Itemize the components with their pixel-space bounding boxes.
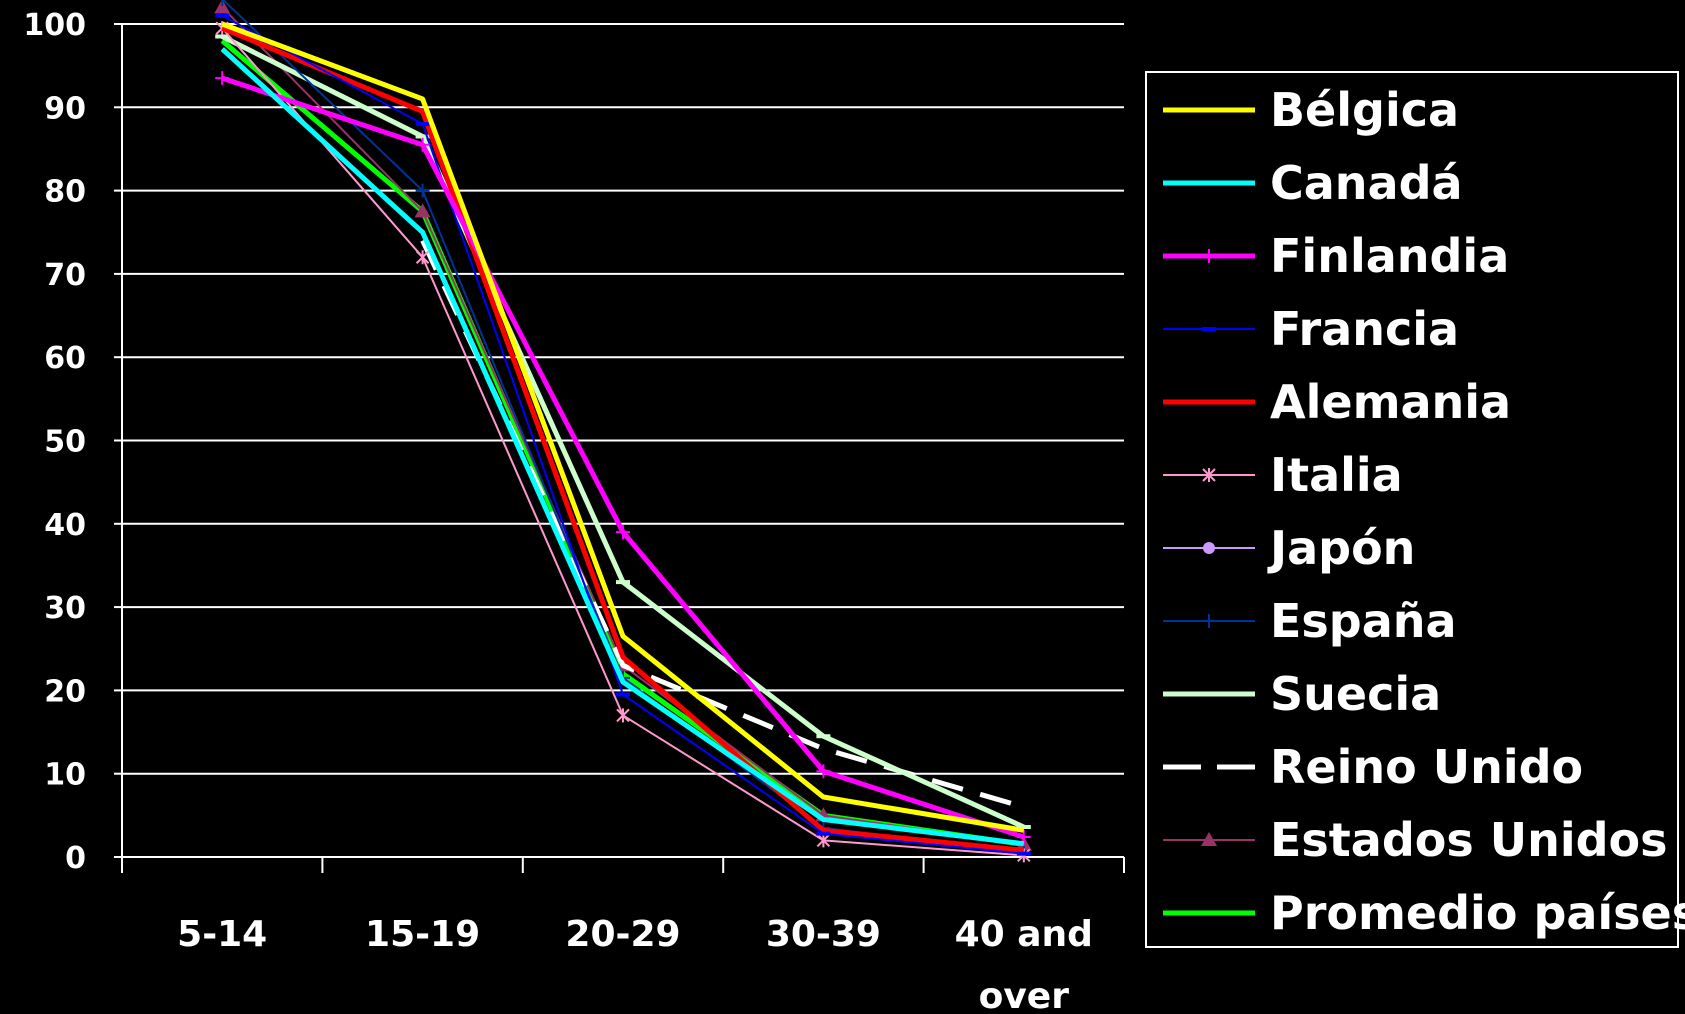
axes: 0 10 20 30 40 50 60 70 80 90 100 5-14 15-19 20-29 30-3… bbox=[23, 8, 1125, 1014]
y-tick-label: 60 bbox=[44, 341, 86, 376]
data-point-suecia bbox=[215, 34, 230, 39]
x-tick-label: 40 and over bbox=[955, 914, 1093, 1014]
legend-item-suecia: Suecia bbox=[1163, 667, 1441, 721]
data-point-finlandia bbox=[215, 71, 230, 86]
data-point-francia bbox=[215, 13, 230, 18]
legend-marker bbox=[1203, 542, 1215, 554]
legend-label: Bélgica bbox=[1270, 83, 1459, 137]
data-point-francia bbox=[816, 831, 831, 836]
y-tick-label: 90 bbox=[44, 91, 86, 126]
series-alemania bbox=[221, 25, 1025, 853]
legend-label: Francia bbox=[1270, 302, 1459, 356]
legend-label: Estados Unidos bbox=[1270, 813, 1668, 867]
legend-box bbox=[1145, 71, 1679, 948]
data-point-suecia bbox=[616, 580, 630, 585]
y-tick-label: 10 bbox=[44, 758, 86, 793]
legend-marker bbox=[1202, 468, 1216, 482]
y-tick-label: 70 bbox=[44, 258, 86, 293]
data-point-francia bbox=[616, 692, 630, 697]
series-line-reino-unido bbox=[420, 239, 1025, 810]
series-line-alemania bbox=[221, 25, 1025, 853]
legend-label: Japón bbox=[1267, 521, 1415, 575]
series-belgica bbox=[221, 21, 1025, 833]
data-point-francia bbox=[415, 121, 430, 126]
x-tick-label: 15-19 bbox=[365, 914, 480, 955]
legend-item-alemania: Alemania bbox=[1163, 375, 1511, 429]
legend-marker bbox=[1202, 327, 1216, 331]
y-tick-label: 80 bbox=[44, 175, 86, 210]
legend-label: Alemania bbox=[1270, 375, 1511, 429]
data-point-suecia bbox=[415, 134, 430, 139]
data-point-francia bbox=[1016, 851, 1031, 856]
data-point-espana bbox=[215, 0, 230, 7]
data-point-estados-unidos bbox=[414, 203, 431, 218]
y-tick-label: 40 bbox=[44, 508, 86, 543]
series-reino-unido bbox=[420, 239, 1025, 810]
legend-label: Promedio países bbox=[1270, 886, 1685, 940]
legend-label: Canadá bbox=[1270, 156, 1463, 210]
y-tick-label: 50 bbox=[44, 425, 86, 460]
series-francia bbox=[215, 13, 1031, 856]
series-line-belgica bbox=[221, 21, 1025, 833]
series-suecia bbox=[215, 34, 1031, 830]
legend-item-italia: Italia bbox=[1163, 448, 1403, 502]
legend-marker bbox=[1202, 249, 1216, 263]
legend-label: Finlandia bbox=[1270, 229, 1509, 283]
legend-label: Italia bbox=[1270, 448, 1403, 502]
legend-item-canada: Canadá bbox=[1163, 156, 1463, 210]
legend-marker bbox=[1201, 832, 1217, 846]
legend-item-promedio-paises: Promedio países bbox=[1163, 886, 1685, 940]
legend-item-reino-unido: Reino Unido bbox=[1163, 740, 1583, 794]
legend: Bélgica Canadá Finlandia Francia Alemania Ita… bbox=[1145, 71, 1685, 948]
series-lines bbox=[214, 0, 1032, 863]
legend-item-finlandia: Finlandia bbox=[1163, 229, 1509, 283]
x-tick-label: 5-14 bbox=[177, 914, 267, 955]
x-tick-label: 20-29 bbox=[565, 914, 680, 955]
legend-item-japon: Japón bbox=[1163, 521, 1415, 575]
data-point-finlandia bbox=[616, 525, 630, 540]
legend-marker bbox=[1202, 692, 1216, 696]
y-tick-label: 0 bbox=[65, 841, 86, 876]
legend-item-francia: Francia bbox=[1163, 302, 1459, 356]
legend-marker bbox=[1202, 614, 1216, 628]
data-point-finlandia bbox=[415, 137, 430, 152]
data-point-italia bbox=[616, 708, 630, 723]
legend-item-espana: España bbox=[1163, 594, 1457, 648]
data-point-estados-unidos bbox=[214, 0, 231, 14]
series-line-canada bbox=[220, 47, 1025, 847]
data-point-suecia bbox=[1016, 825, 1031, 830]
legend-item-belgica: Bélgica bbox=[1163, 83, 1459, 137]
x-tick-label: 30-39 bbox=[766, 914, 881, 955]
data-point-italia bbox=[415, 250, 430, 265]
data-point-espana bbox=[415, 183, 430, 198]
data-point-finlandia bbox=[816, 764, 831, 779]
y-tick-label: 30 bbox=[44, 591, 86, 626]
series-canada bbox=[220, 47, 1025, 847]
legend-label: Reino Unido bbox=[1270, 740, 1583, 794]
legend-item-estados-unidos: Estados Unidos bbox=[1163, 813, 1668, 867]
legend-label: Suecia bbox=[1270, 667, 1441, 721]
y-tick-label: 20 bbox=[44, 674, 86, 709]
data-point-suecia bbox=[816, 734, 831, 739]
legend-label: España bbox=[1270, 594, 1457, 648]
y-tick-label: 100 bbox=[23, 8, 86, 43]
